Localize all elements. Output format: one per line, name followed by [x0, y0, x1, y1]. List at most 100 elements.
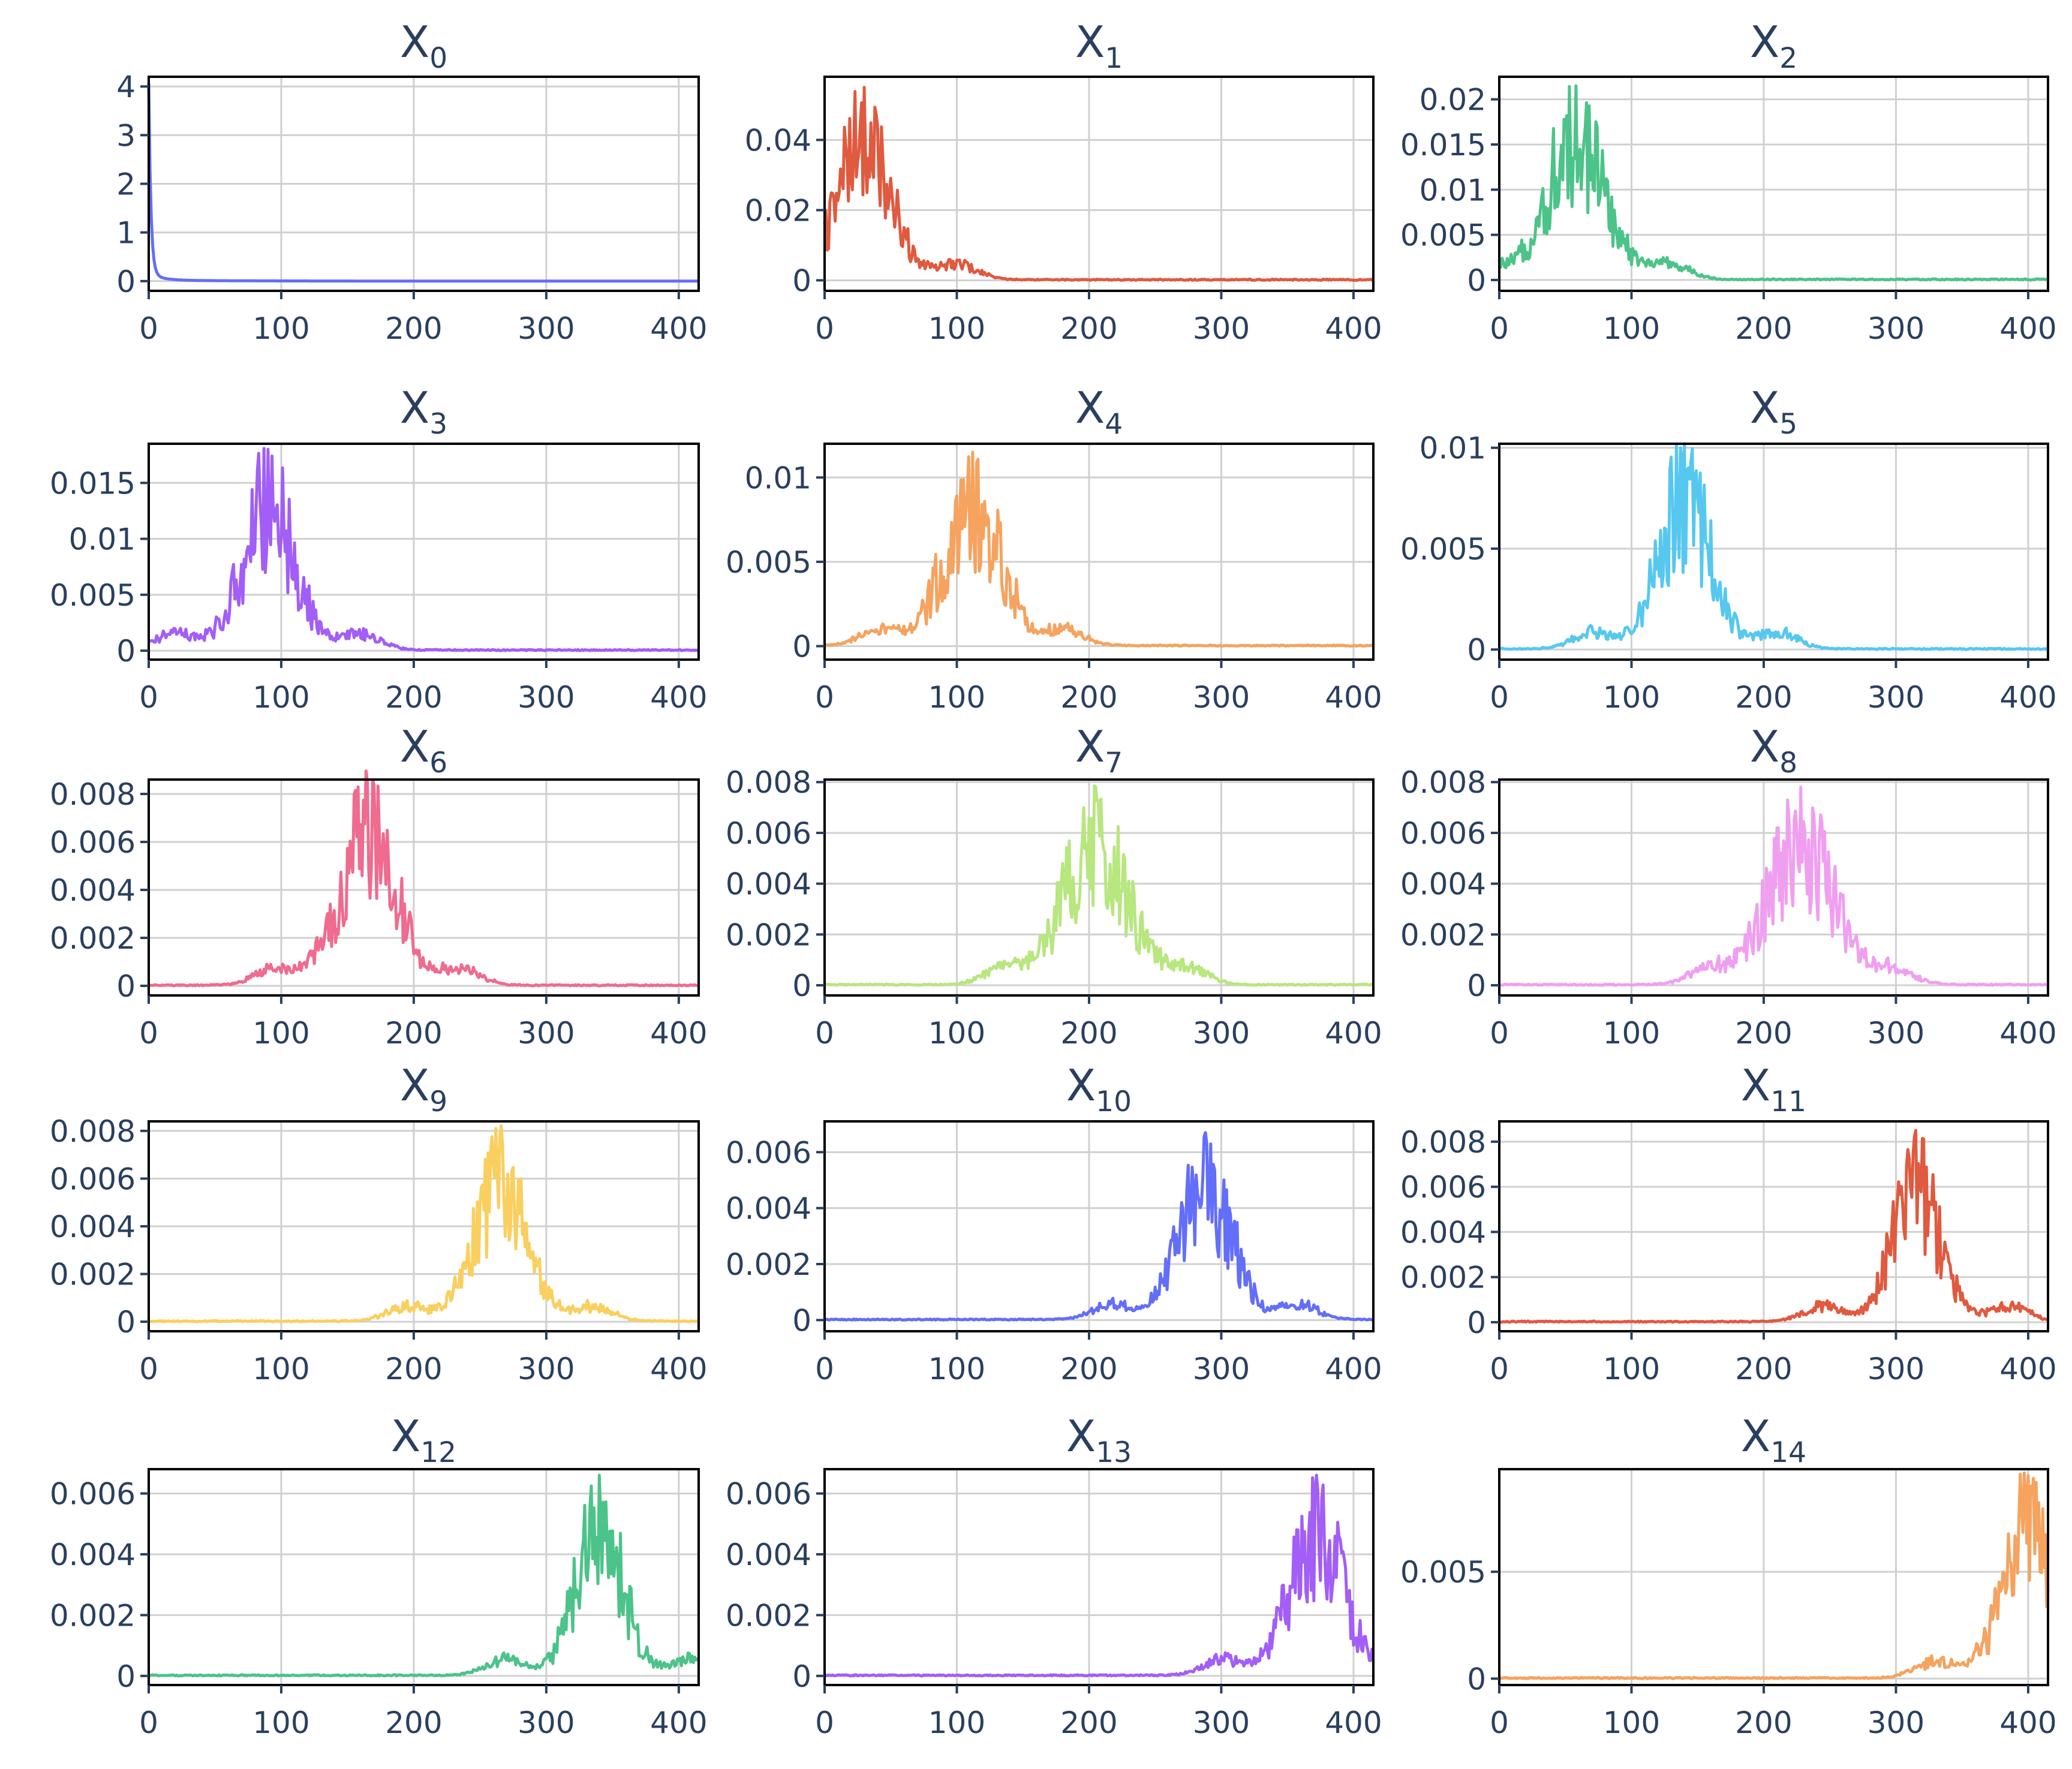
y-tick-label: 0.006	[1400, 816, 1486, 851]
subplot-x11: X11 0 100 200 300 400 0 0.002 0.004 0.006 0.008	[1400, 1060, 2057, 1386]
x-tick-label: 200	[1060, 311, 1117, 346]
y-tick-label: 0.006	[726, 816, 811, 851]
y-tick-label: 0.004	[726, 867, 811, 902]
y-tick-label: 0.006	[726, 1477, 811, 1512]
plot-area-frame	[1498, 76, 2049, 292]
x-tick-label: 300	[1867, 1705, 1924, 1740]
x-tick-label: 100	[252, 311, 309, 346]
x-tick-label: 100	[1603, 1352, 1660, 1386]
subplot-title-subscript: 5	[1779, 408, 1797, 441]
subplot-title: X4	[1075, 383, 1123, 441]
plot-area-frame	[148, 443, 700, 661]
plot-area-frame	[823, 443, 1375, 661]
subplot-x2: X2 0 100 200 300 400 0 0.005 0.01 0.015 0.02	[1400, 17, 2057, 346]
x-tick-label: 200	[1735, 311, 1792, 346]
x-tick-label: 0	[1490, 1705, 1509, 1740]
subplot-title-main: X	[1741, 1060, 1770, 1111]
y-tick-label: 4	[116, 70, 136, 104]
y-tick-label: 0	[1467, 1662, 1486, 1696]
y-tick-label: 0.04	[745, 123, 811, 158]
subplot-title-main: X	[1750, 17, 1779, 67]
x-tick-label: 300	[518, 1352, 575, 1386]
subplot-title-main: X	[400, 1060, 429, 1111]
x-tick-label: 400	[1325, 1016, 1382, 1051]
x-tick-label: 0	[139, 1705, 158, 1740]
subplot-title-subscript: 10	[1096, 1085, 1132, 1118]
x-tick-label: 0	[815, 311, 834, 346]
plot-area-frame	[1498, 443, 2049, 661]
subplot-title: X0	[400, 17, 447, 75]
subplot-title-main: X	[1750, 721, 1779, 772]
x-tick-label: 0	[1490, 311, 1509, 346]
x-tick-label: 0	[139, 311, 158, 346]
y-tick-label: 0.006	[50, 1477, 136, 1512]
y-tick-label: 0	[116, 634, 136, 669]
y-tick-label: 0.006	[50, 1162, 136, 1196]
x-tick-label: 100	[1603, 1016, 1660, 1051]
subplot-title-subscript: 11	[1770, 1085, 1806, 1118]
x-tick-label: 0	[139, 680, 158, 715]
x-tick-label: 400	[650, 1705, 707, 1740]
subplot-title: X9	[400, 1060, 447, 1118]
series-line	[148, 447, 699, 652]
subplot-title-subscript: 8	[1779, 747, 1797, 780]
subplot-title-main: X	[1066, 1060, 1096, 1111]
x-tick-label: 400	[650, 680, 707, 715]
y-tick-label: 0.002	[50, 921, 136, 956]
x-tick-label: 100	[1603, 1705, 1660, 1740]
subplot-title-subscript: 7	[1105, 747, 1123, 780]
y-tick-label: 0.004	[1400, 1215, 1486, 1250]
x-tick-label: 400	[1325, 1705, 1382, 1740]
subplot-title-subscript: 6	[429, 747, 447, 780]
y-tick-label: 0.006	[1400, 1170, 1486, 1205]
subplot-title: X2	[1750, 17, 1797, 75]
x-tick-label: 400	[1325, 680, 1382, 715]
subplot-title: X1	[1075, 17, 1123, 75]
subplot-title-subscript: 1	[1105, 42, 1123, 75]
x-tick-label: 300	[1193, 311, 1250, 346]
y-tick-label: 0	[116, 264, 136, 299]
y-tick-label: 0.006	[726, 1135, 811, 1170]
plot-area-frame	[823, 1120, 1375, 1332]
subplot-title-main: X	[1741, 1411, 1770, 1461]
subplot-title: X5	[1750, 383, 1797, 441]
subplot-title-subscript: 0	[429, 42, 447, 75]
series-line	[1499, 1471, 2050, 1680]
x-tick-label: 0	[815, 1352, 834, 1386]
subplot-title-main: X	[391, 1411, 420, 1461]
y-tick-label: 0.008	[50, 777, 136, 812]
subplot-title-subscript: 4	[1105, 408, 1123, 441]
subplot-title-subscript: 9	[429, 1085, 447, 1118]
subplot-title-main: X	[400, 17, 429, 67]
x-tick-label: 400	[650, 1016, 707, 1051]
y-tick-label: 0.004	[726, 1538, 811, 1572]
y-tick-label: 0.006	[50, 825, 136, 860]
x-tick-label: 0	[815, 680, 834, 715]
y-tick-label: 0.002	[726, 1247, 811, 1282]
subplot-title-main: X	[1075, 721, 1105, 772]
y-tick-label: 0	[1467, 1305, 1486, 1340]
y-tick-label: 0.002	[50, 1598, 136, 1633]
subplot-x6: X6 0 100 200 300 400 0 0.002 0.004 0.006 0.008	[50, 721, 708, 1051]
y-tick-label: 0	[1467, 263, 1486, 298]
series-line	[824, 784, 1374, 987]
subplot-x5: X5 0 100 200 300 400 0 0.005 0.01	[1400, 383, 2057, 715]
x-tick-label: 400	[1999, 1016, 2056, 1051]
series-line	[148, 1124, 699, 1323]
y-tick-label: 0.004	[50, 1210, 136, 1244]
y-tick-label: 0.015	[50, 466, 136, 501]
x-tick-label: 400	[1999, 1705, 2056, 1740]
subplot-title: X13	[1066, 1411, 1132, 1469]
x-tick-label: 100	[928, 1016, 985, 1051]
series-line	[1499, 442, 2049, 651]
subplot-x14: X14 0 100 200 300 400 0 0.005	[1400, 1411, 2057, 1740]
x-tick-label: 300	[1867, 311, 1924, 346]
y-tick-label: 0	[792, 263, 811, 298]
subplot-title-main: X	[1066, 1411, 1096, 1461]
y-tick-label: 0.004	[1400, 867, 1486, 902]
y-tick-label: 0.005	[1400, 1555, 1486, 1590]
x-tick-label: 200	[385, 1352, 442, 1386]
x-tick-label: 300	[1867, 1016, 1924, 1051]
y-tick-label: 1	[116, 216, 136, 251]
